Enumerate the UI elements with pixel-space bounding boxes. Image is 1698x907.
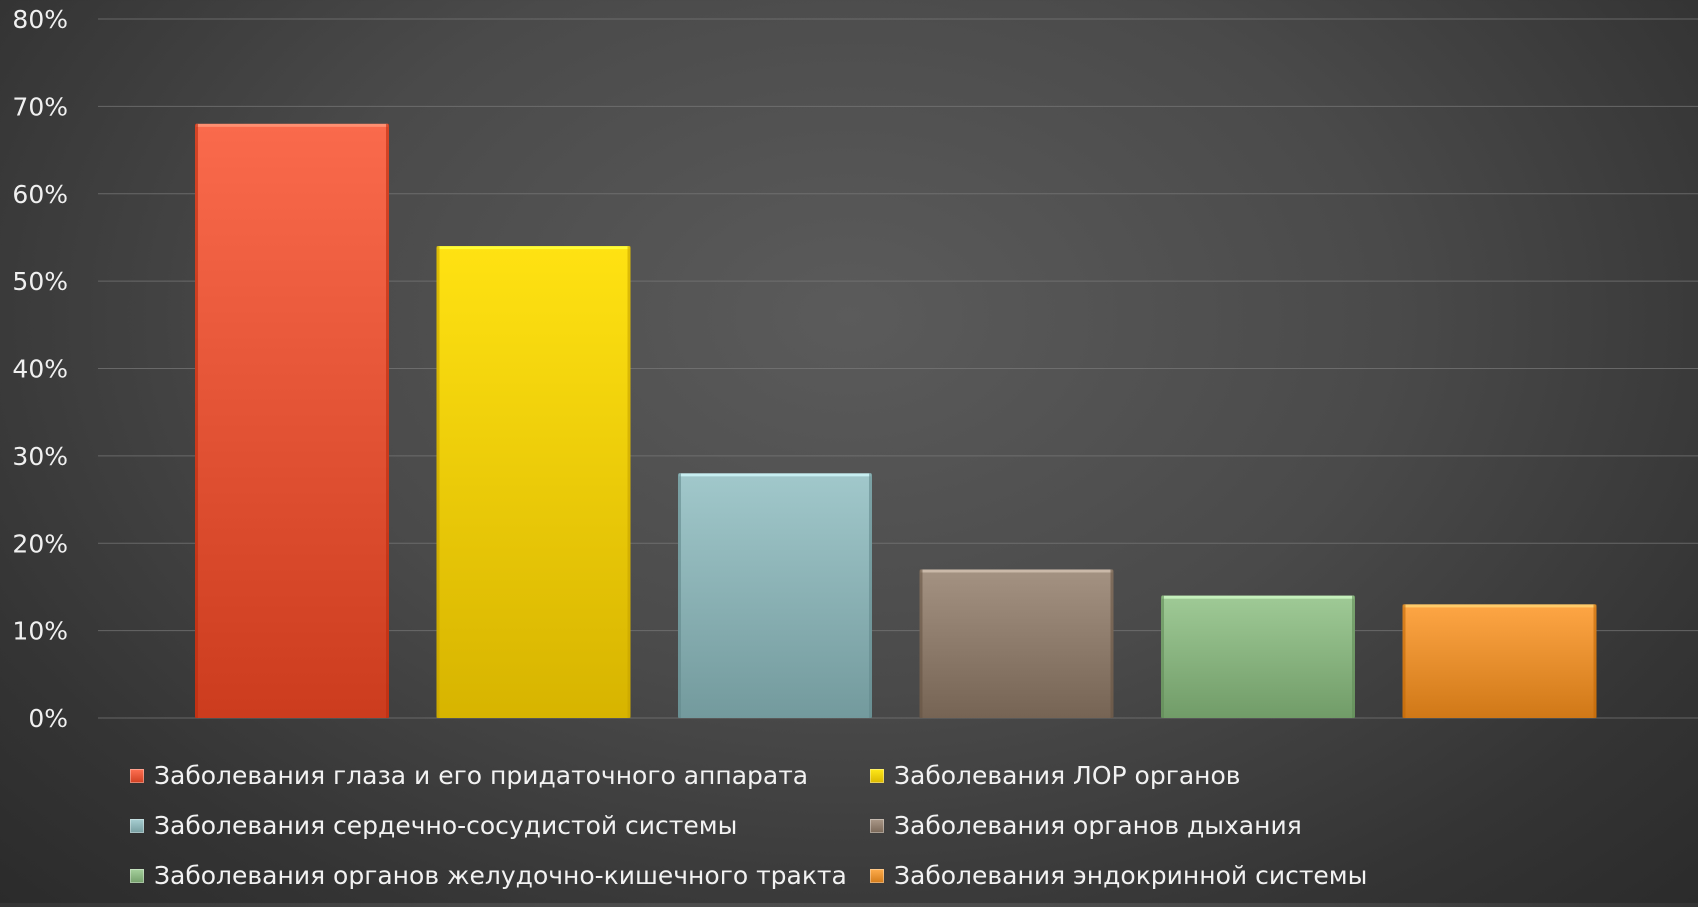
legend-label: Заболевания ЛОР органов: [894, 761, 1241, 790]
legend-swatch: [130, 819, 144, 833]
bar: [919, 569, 1114, 718]
legend-label: Заболевания эндокринной системы: [894, 861, 1368, 890]
y-tick-label: 80%: [12, 5, 68, 34]
legend-swatch: [130, 869, 144, 883]
bars: [195, 123, 1597, 719]
bar-top-highlight: [1162, 595, 1354, 599]
legend-swatch: [870, 869, 884, 883]
legend-label: Заболевания органов дыхания: [894, 811, 1302, 840]
y-tick-label: 40%: [12, 355, 68, 384]
bar-top-highlight: [1403, 604, 1596, 608]
legend-label: Заболевания органов желудочно-кишечного …: [154, 861, 847, 890]
y-tick-label: 50%: [12, 267, 68, 296]
legend-label: Заболевания глаза и его придаточного апп…: [154, 761, 809, 790]
bar: [1161, 595, 1355, 718]
bar-top-highlight: [196, 123, 388, 127]
bar-right-edge: [1352, 595, 1355, 718]
y-tick-label: 60%: [12, 180, 68, 209]
bar-left-edge: [678, 473, 681, 718]
bar: [1402, 604, 1597, 718]
bar-top-highlight: [437, 246, 630, 250]
bar: [678, 473, 872, 718]
bar-top-highlight: [679, 473, 871, 477]
bar-right-edge: [1593, 604, 1597, 718]
legend-item: Заболевания глаза и его придаточного апп…: [130, 760, 870, 792]
bar-right-edge: [1110, 569, 1114, 718]
legend-swatch: [870, 769, 884, 783]
y-tick-label: 10%: [12, 617, 68, 646]
y-tick-label: 70%: [12, 92, 68, 121]
bar-left-edge: [1402, 604, 1406, 718]
y-axis: 0% 10% 20% 30% 40% 50% 60% 70% 80%: [12, 5, 68, 733]
y-tick-label: 30%: [12, 442, 68, 471]
bar-left-edge: [436, 246, 440, 719]
bar-left-edge: [195, 123, 198, 719]
legend-swatch: [130, 769, 144, 783]
legend-label: Заболевания сердечно-сосудистой системы: [154, 811, 738, 840]
y-tick-label: 20%: [12, 529, 68, 558]
bar-top-highlight: [920, 569, 1113, 573]
bar-left-edge: [919, 569, 923, 718]
y-tick-label: 0%: [28, 704, 68, 733]
legend: Заболевания глаза и его придаточного апп…: [130, 760, 1570, 892]
legend-item: Заболевания ЛОР органов: [870, 760, 1570, 792]
bar-right-edge: [386, 123, 389, 719]
bar-left-edge: [1161, 595, 1164, 718]
legend-swatch: [870, 819, 884, 833]
legend-item: Заболевания эндокринной системы: [870, 860, 1570, 892]
bar: [195, 123, 389, 719]
bar: [436, 246, 631, 719]
legend-item: Заболевания органов дыхания: [870, 810, 1570, 842]
bar-right-edge: [869, 473, 872, 718]
legend-item: Заболевания органов желудочно-кишечного …: [130, 860, 870, 892]
legend-item: Заболевания сердечно-сосудистой системы: [130, 810, 870, 842]
bar-right-edge: [627, 246, 631, 719]
